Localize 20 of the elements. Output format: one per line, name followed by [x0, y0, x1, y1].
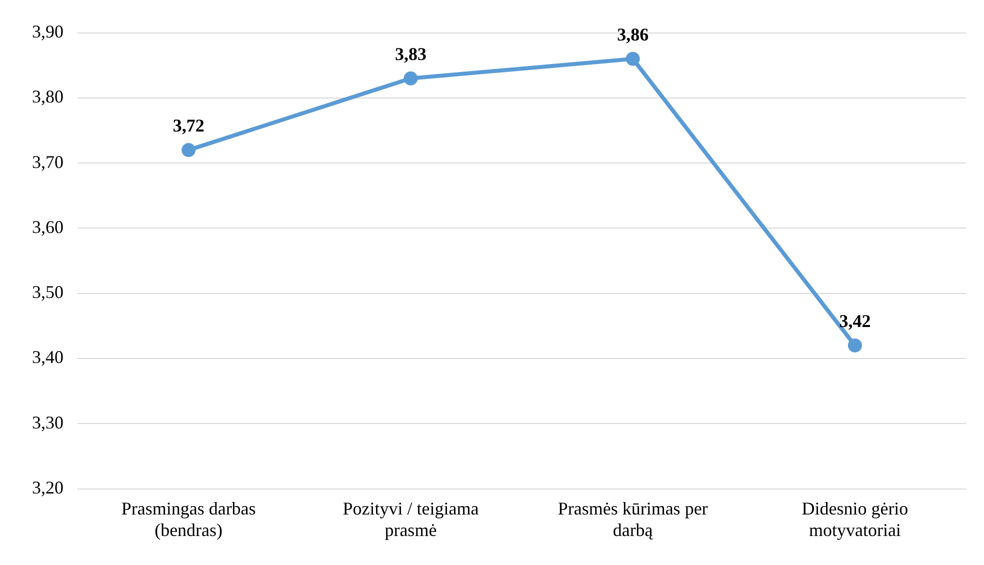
y-tick-label: 3,30 — [32, 412, 64, 432]
y-tick-label: 3,50 — [32, 282, 64, 302]
y-tick-label: 3,90 — [32, 22, 64, 42]
point — [848, 338, 862, 352]
data-label: 3,86 — [617, 24, 649, 45]
point — [626, 52, 640, 66]
y-tick-label: 3,60 — [32, 216, 64, 237]
data-label: 3,42 — [839, 311, 871, 332]
point — [404, 71, 418, 86]
y-tick-label: 3,20 — [32, 478, 64, 498]
y-tick-label: 3,70 — [32, 152, 64, 172]
x-tick-label: Pozityvi / teigiama prasmė — [342, 498, 479, 540]
data-label: 3,83 — [394, 44, 426, 64]
x-tick-label: Didesnio gėrio motyvatoriai — [802, 498, 908, 540]
point — [182, 143, 196, 158]
y-tick-label: 3,80 — [32, 86, 64, 107]
data-label: 3,72 — [172, 116, 204, 136]
x-tick-label: Prasmės kūrimas per darbą — [558, 498, 708, 540]
y-tick-label: 3,40 — [32, 347, 64, 368]
x-tick-label: Prasmingas darbas (bendras) — [121, 498, 256, 540]
